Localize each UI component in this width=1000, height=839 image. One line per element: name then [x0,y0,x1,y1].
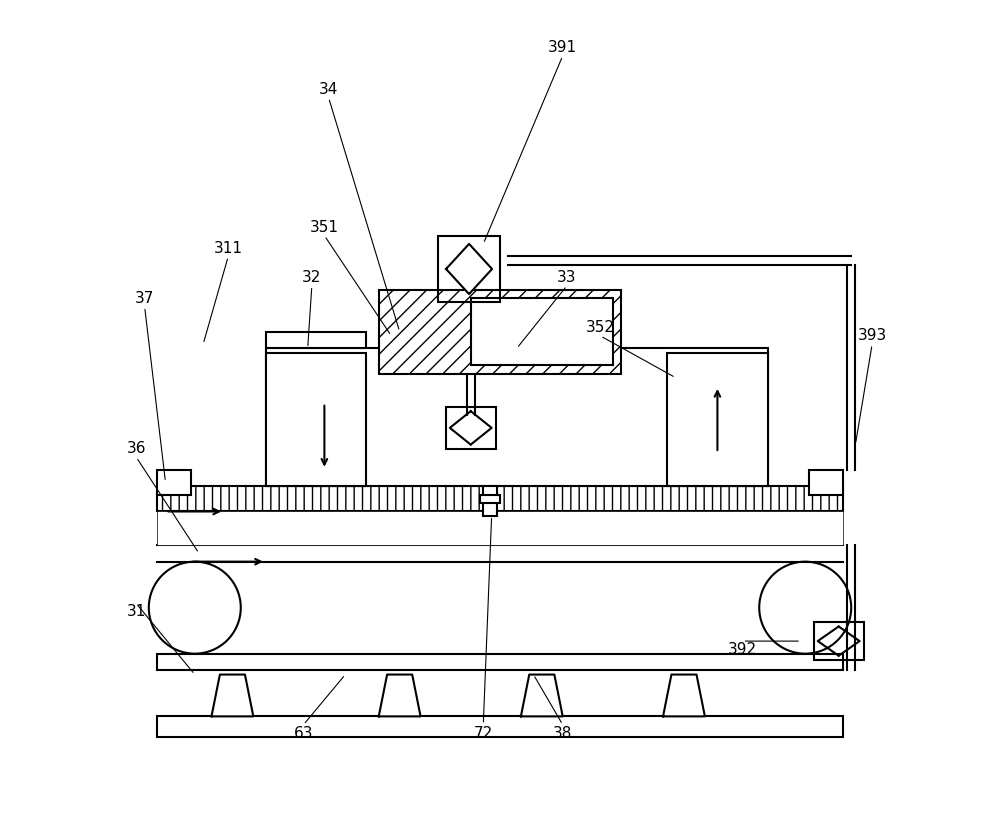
Circle shape [759,561,851,654]
Bar [266,331,366,348]
Bar [266,352,366,487]
Text: 38: 38 [553,726,572,741]
Polygon shape [379,675,421,717]
Text: 393: 393 [857,328,887,343]
Circle shape [149,561,241,654]
Text: 63: 63 [294,726,313,741]
Text: 72: 72 [474,726,493,741]
Text: 36: 36 [126,441,146,456]
Polygon shape [212,675,253,717]
Bar [809,470,843,495]
Bar [266,348,768,487]
Bar [157,487,843,512]
Text: 33: 33 [557,270,577,285]
Bar [157,654,843,670]
Bar [471,298,613,365]
Text: 34: 34 [319,81,338,96]
Polygon shape [663,675,705,717]
Bar [814,623,864,660]
Bar [480,495,500,503]
Bar [157,470,191,495]
Text: 391: 391 [548,40,577,55]
Bar [446,407,496,449]
Polygon shape [446,244,492,294]
Text: 37: 37 [135,291,154,305]
Text: 351: 351 [310,220,339,235]
Text: 31: 31 [127,604,146,619]
Bar [157,512,843,545]
Text: 392: 392 [728,642,757,657]
Text: 311: 311 [214,241,243,256]
Text: 352: 352 [586,320,615,335]
Bar [157,717,843,737]
Text: 32: 32 [302,270,322,285]
Bar [667,352,768,487]
Polygon shape [521,675,563,717]
Bar [483,487,497,516]
Bar [438,236,500,302]
Bar [379,290,621,373]
